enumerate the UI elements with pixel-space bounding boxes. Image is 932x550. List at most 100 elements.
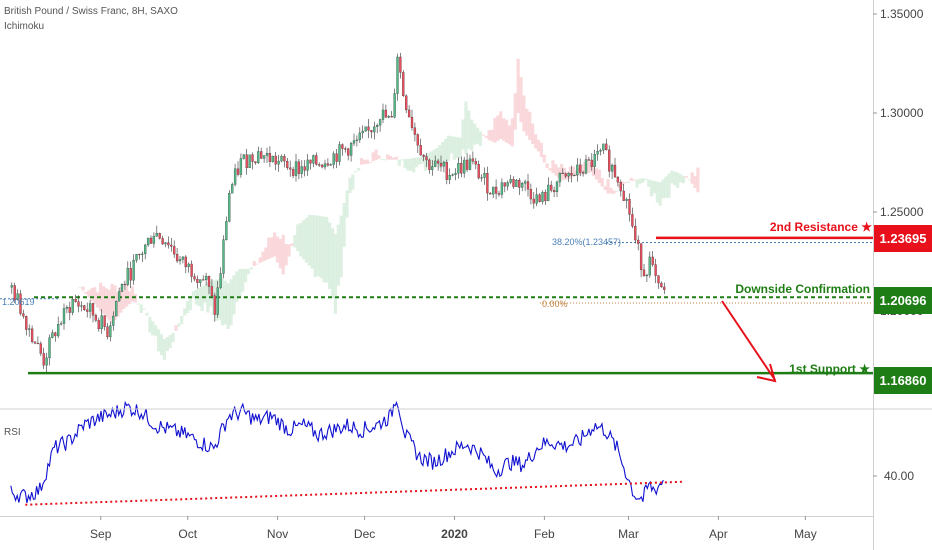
support-value-box xyxy=(874,367,932,394)
cloud-segment xyxy=(647,179,651,188)
candle-body xyxy=(436,160,440,164)
candle-body xyxy=(326,163,330,166)
candle-body xyxy=(248,154,251,169)
candle-body xyxy=(306,159,309,171)
cloud-segment xyxy=(142,308,146,310)
candle-body xyxy=(347,148,350,156)
cloud-segment xyxy=(580,164,584,175)
candle-body xyxy=(178,259,182,262)
candle-body xyxy=(439,163,443,167)
candle-body xyxy=(228,192,231,222)
cloud-segment xyxy=(502,118,506,141)
cloud-segment xyxy=(412,158,416,173)
cloud-segment xyxy=(174,325,178,331)
projection-arrow-shaft xyxy=(721,300,776,381)
candle-body xyxy=(184,256,187,268)
candle-body xyxy=(123,283,127,286)
cloud-segment xyxy=(197,287,201,307)
candle-body xyxy=(45,357,48,366)
candle-body xyxy=(274,155,277,165)
x-tick-label: 2020 xyxy=(441,527,468,541)
cloud-segment xyxy=(626,181,630,183)
cloud-segment xyxy=(678,174,683,183)
candle-body xyxy=(260,151,263,159)
candle-body xyxy=(619,182,622,192)
cloud-segment xyxy=(681,175,686,184)
cloud-segment xyxy=(554,164,558,176)
candle-body xyxy=(210,286,214,296)
candle-body xyxy=(132,260,135,281)
cloud-segment xyxy=(374,149,378,161)
cloud-segment xyxy=(252,261,256,266)
candle-body xyxy=(387,116,390,118)
candle-body xyxy=(506,182,509,187)
candle-body xyxy=(663,286,666,290)
cloud-segment xyxy=(403,159,407,169)
candle-body xyxy=(297,161,301,174)
candle-body xyxy=(19,293,22,314)
cloud-segment xyxy=(516,58,520,113)
candle-body xyxy=(497,193,501,195)
candle-body xyxy=(33,341,37,344)
candle-body xyxy=(344,148,347,150)
cloud-segment xyxy=(522,95,526,132)
candle-body xyxy=(300,166,303,174)
candle-body xyxy=(91,303,95,316)
candle-body xyxy=(390,116,393,118)
candle-body xyxy=(610,164,614,172)
cloud-segment xyxy=(168,334,172,349)
cloud-segment xyxy=(391,157,396,160)
candle-body xyxy=(77,301,80,307)
candle-body xyxy=(312,155,315,164)
candle-body xyxy=(193,276,196,280)
candle-body xyxy=(135,253,138,261)
candle-body xyxy=(146,237,150,246)
candle-body xyxy=(518,180,521,188)
cloud-segment xyxy=(638,178,642,184)
candle-body xyxy=(599,150,602,152)
candle-body xyxy=(402,72,405,97)
candle-body xyxy=(483,173,486,178)
cloud-segment xyxy=(400,159,404,161)
candle-body xyxy=(419,145,422,156)
cloud-segment xyxy=(232,275,236,315)
cloud-segment xyxy=(452,136,456,160)
candle-body xyxy=(576,164,579,176)
candle-body xyxy=(494,186,498,194)
candle-body xyxy=(48,337,51,359)
cloud-segment xyxy=(313,215,317,278)
cloud-segment xyxy=(223,280,227,325)
candle-body xyxy=(550,184,553,191)
candle-body xyxy=(341,144,344,149)
candle-body xyxy=(22,313,25,317)
candle-body xyxy=(407,109,411,118)
projection-arrow-head xyxy=(756,363,777,383)
candle-body xyxy=(120,283,124,292)
candle-body xyxy=(57,324,60,337)
candle-body xyxy=(349,143,353,156)
cloud-segment xyxy=(612,190,616,194)
candle-body xyxy=(318,164,321,166)
cloud-segment xyxy=(536,139,541,152)
candle-body xyxy=(222,239,225,274)
cloud-segment xyxy=(87,290,91,298)
candle-body xyxy=(10,285,13,288)
candle-body xyxy=(460,163,463,174)
candle-body xyxy=(242,154,245,159)
y-tick-label: 1.25000 xyxy=(880,205,924,219)
cloud-segment xyxy=(284,244,288,266)
cloud-segment xyxy=(293,235,297,248)
candle-body xyxy=(97,320,100,330)
cloud-segment xyxy=(101,286,106,315)
candle-body xyxy=(381,109,385,120)
cloud-segment xyxy=(533,134,538,149)
candle-body xyxy=(262,155,266,159)
cloud-segment xyxy=(180,315,184,325)
candle-body xyxy=(378,119,382,126)
candle-body xyxy=(109,325,112,338)
candle-body xyxy=(596,151,599,155)
cloud-segment xyxy=(670,170,674,184)
support-value: 1.16860 xyxy=(880,373,927,388)
cloud-segment xyxy=(258,257,262,263)
cloud-segment xyxy=(606,179,610,194)
